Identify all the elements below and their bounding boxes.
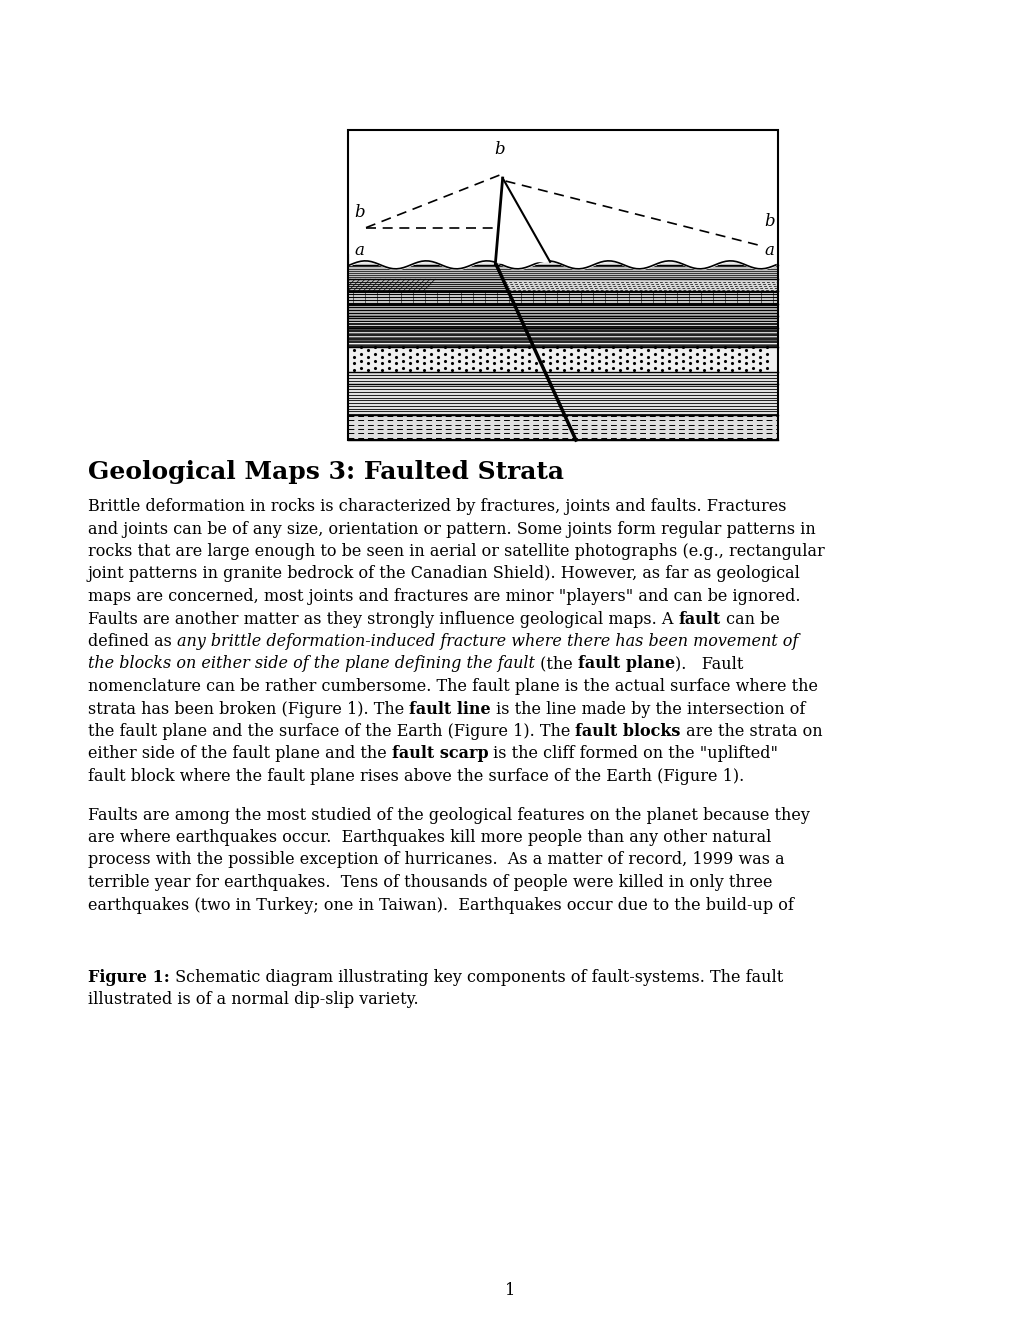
Polygon shape (495, 178, 549, 264)
Text: joint patterns in granite bedrock of the Canadian Shield). However, as far as ge: joint patterns in granite bedrock of the… (88, 565, 800, 582)
Text: any brittle deformation-induced fracture where there has been movement of: any brittle deformation-induced fracture… (177, 634, 798, 649)
Text: b: b (763, 214, 773, 230)
Polygon shape (530, 341, 777, 372)
Text: the blocks on either side of the plane defining the fault: the blocks on either side of the plane d… (88, 656, 534, 672)
Text: is the line made by the intersection of: is the line made by the intersection of (490, 701, 805, 718)
Text: 1: 1 (504, 1282, 515, 1299)
Text: are the strata on: are the strata on (681, 723, 821, 741)
Text: a: a (763, 242, 773, 259)
Polygon shape (522, 322, 777, 341)
Text: earthquakes (two in Turkey; one in Taiwan).  Earthquakes occur due to the build-: earthquakes (two in Turkey; one in Taiwa… (88, 896, 793, 913)
Text: terrible year for earthquakes.  Tens of thousands of people were killed in only : terrible year for earthquakes. Tens of t… (88, 874, 771, 891)
Polygon shape (347, 372, 576, 440)
Polygon shape (544, 372, 777, 440)
Text: is the cliff formed on the "uplifted": is the cliff formed on the "uplifted" (488, 746, 777, 763)
Text: nomenclature can be rather cumbersome. The fault plane is the actual surface whe: nomenclature can be rather cumbersome. T… (88, 678, 817, 696)
Polygon shape (507, 292, 777, 304)
Text: either side of the fault plane and the: either side of the fault plane and the (88, 746, 391, 763)
Text: fault blocks: fault blocks (575, 723, 681, 741)
Polygon shape (347, 265, 502, 279)
Polygon shape (347, 304, 522, 322)
Text: fault line: fault line (409, 701, 490, 718)
Text: strata has been broken (Figure 1). The: strata has been broken (Figure 1). The (88, 701, 409, 718)
Text: illustrated is of a normal dip-slip variety.: illustrated is of a normal dip-slip vari… (88, 991, 418, 1008)
Text: a: a (354, 242, 364, 259)
Polygon shape (502, 279, 777, 292)
Text: Geological Maps 3: Faulted Strata: Geological Maps 3: Faulted Strata (88, 459, 564, 484)
Text: process with the possible exception of hurricanes.  As a matter of record, 1999 : process with the possible exception of h… (88, 851, 784, 869)
Text: defined as: defined as (88, 634, 177, 649)
Text: Faults are among the most studied of the geological features on the planet becau: Faults are among the most studied of the… (88, 807, 809, 824)
Text: b: b (354, 203, 364, 220)
Bar (347, 129, 777, 440)
Polygon shape (347, 279, 507, 292)
Text: and joints can be of any size, orientation or pattern. Some joints form regular : and joints can be of any size, orientati… (88, 520, 815, 537)
Text: rocks that are large enough to be seen in aerial or satellite photographs (e.g.,: rocks that are large enough to be seen i… (88, 543, 824, 560)
Text: fault block where the fault plane rises above the surface of the Earth (Figure 1: fault block where the fault plane rises … (88, 768, 744, 785)
Text: can be: can be (720, 610, 779, 627)
Polygon shape (347, 341, 544, 372)
Text: Faults are another matter as they strongly influence geological maps. A: Faults are another matter as they strong… (88, 610, 678, 627)
Text: Brittle deformation in rocks is characterized by fractures, joints and faults. F: Brittle deformation in rocks is characte… (88, 498, 786, 515)
Text: Figure 1:: Figure 1: (88, 969, 169, 986)
Text: Schematic diagram illustrating key components of fault-systems. The fault: Schematic diagram illustrating key compo… (169, 969, 783, 986)
Text: maps are concerned, most joints and fractures are minor "players" and can be ign: maps are concerned, most joints and frac… (88, 587, 800, 605)
Text: (the: (the (534, 656, 577, 672)
Bar (347, 129, 777, 440)
Text: the fault plane and the surface of the Earth (Figure 1). The: the fault plane and the surface of the E… (88, 723, 575, 741)
Text: fault: fault (678, 610, 720, 627)
Polygon shape (347, 322, 530, 341)
Polygon shape (514, 304, 777, 322)
Polygon shape (347, 292, 514, 304)
Polygon shape (496, 253, 777, 265)
Polygon shape (347, 253, 496, 265)
Text: fault plane: fault plane (577, 656, 675, 672)
Polygon shape (496, 265, 777, 279)
Polygon shape (347, 279, 507, 292)
Text: are where earthquakes occur.  Earthquakes kill more people than any other natura: are where earthquakes occur. Earthquakes… (88, 829, 770, 846)
Text: b: b (494, 141, 504, 158)
Text: fault scarp: fault scarp (391, 746, 488, 763)
Text: ).   Fault: ). Fault (675, 656, 743, 672)
